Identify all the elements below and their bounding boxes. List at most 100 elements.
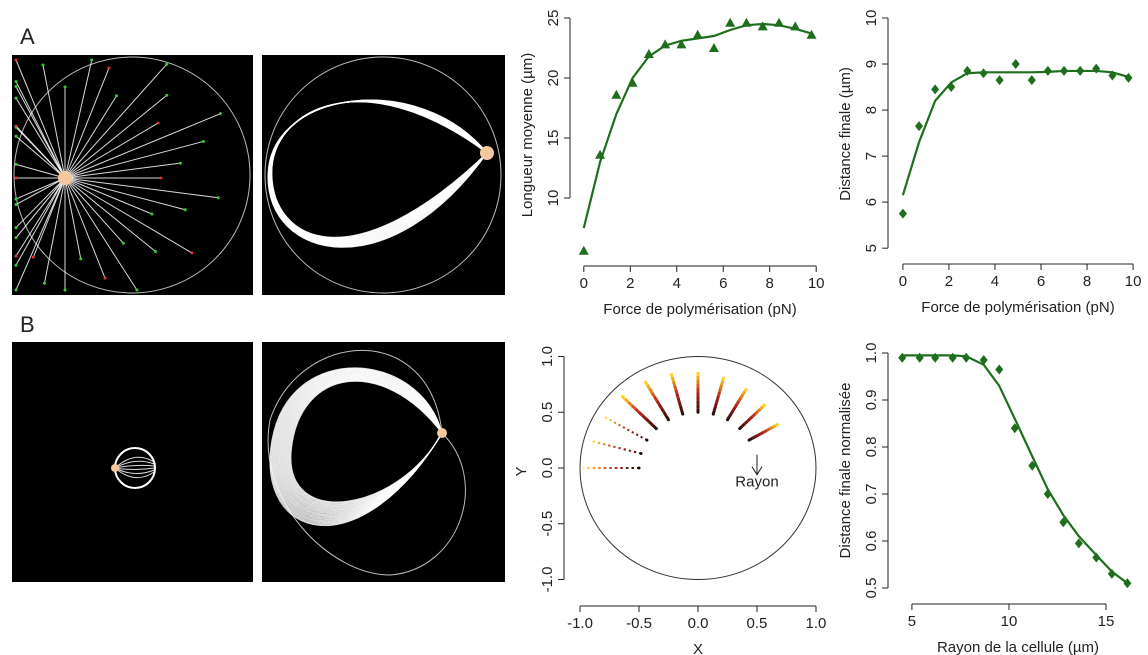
filament: [15, 177, 66, 205]
y-tick-label: 1.0: [863, 343, 880, 364]
filament: [64, 177, 124, 244]
trajectory: [620, 394, 627, 401]
trajectory: [761, 403, 767, 408]
trajectory: [655, 399, 661, 406]
trajectory: [641, 414, 647, 420]
tip: [14, 124, 18, 128]
y-tick-label: 9: [863, 60, 880, 68]
x-axis-label: Force de polymérisation (pN): [921, 299, 1114, 316]
y-tick-label: 0.7: [863, 484, 880, 505]
trajectory: [660, 407, 666, 413]
point: [578, 245, 589, 255]
image-a1: [12, 55, 253, 295]
x-tick-label: 2: [626, 275, 634, 292]
x-tick-label: 2: [945, 273, 953, 290]
trajectory: [643, 380, 649, 386]
y-tick-label: 0.5: [863, 578, 880, 599]
y-tick-label: -0.5: [539, 511, 556, 537]
point: [915, 352, 924, 363]
x-tick-label: 0.0: [688, 615, 709, 632]
tip: [150, 212, 154, 216]
trajectory: [674, 389, 679, 395]
trajectory: [676, 397, 681, 403]
trajectory: [748, 437, 753, 442]
fit-line: [582, 22, 812, 229]
trajectory: [766, 427, 771, 432]
trajectory: [610, 419, 617, 425]
x-tick-label: 1.0: [806, 615, 827, 632]
tip: [165, 93, 169, 97]
trajectory: [735, 400, 741, 405]
trajectory: [748, 415, 754, 420]
x-tick-label: 6: [719, 275, 727, 292]
point: [1107, 568, 1116, 579]
y-tick-label: 1.0: [539, 346, 556, 367]
trajectory: [713, 402, 718, 408]
filament: [64, 64, 167, 179]
filament: [15, 177, 66, 200]
trajectory: [627, 401, 634, 407]
panel-label: A: [20, 24, 35, 49]
trajectory: [763, 429, 768, 434]
trajectory: [646, 384, 652, 390]
trajectory: [754, 433, 759, 439]
y-tick-label: 8: [863, 106, 880, 114]
point: [725, 17, 736, 27]
fit-line: [902, 354, 1129, 585]
trajectory: [737, 396, 743, 402]
trajectory: [743, 387, 749, 393]
tip: [135, 288, 139, 292]
point: [1124, 72, 1133, 83]
point: [1028, 460, 1037, 471]
trajectory: [673, 385, 678, 390]
trajectory: [743, 420, 749, 425]
trajectory: [615, 446, 621, 450]
trajectory: [642, 436, 648, 441]
y-tick-label: 7: [863, 152, 880, 160]
cell-outline: [264, 56, 502, 294]
filament: [64, 177, 219, 199]
tip: [41, 63, 45, 67]
x-tick-label: -0.5: [626, 615, 652, 632]
trajectory: [677, 401, 682, 407]
trajectory: [604, 443, 611, 447]
filament: [15, 177, 66, 291]
tip: [14, 162, 18, 166]
trajectory: [630, 449, 637, 454]
y-tick-label: -1.0: [539, 567, 556, 593]
point: [1074, 538, 1083, 549]
x-tick-label: -1.0: [567, 615, 593, 632]
filament: [64, 95, 117, 179]
tip: [218, 112, 222, 116]
tip: [31, 255, 35, 259]
trajectory: [630, 404, 637, 410]
x-axis-label: X: [693, 641, 703, 655]
tip: [159, 176, 163, 180]
tip: [14, 85, 18, 89]
x-tick-label: 6: [1037, 273, 1045, 290]
filament: [15, 177, 66, 266]
filament: [114, 456, 155, 469]
filament: [64, 113, 221, 179]
filament: [64, 177, 193, 254]
trajectory: [760, 430, 765, 435]
trajectory: [741, 422, 746, 428]
tip: [154, 250, 158, 254]
filament: [64, 177, 153, 215]
tip: [79, 257, 83, 261]
centrosome: [58, 171, 72, 185]
x-axis-label: Rayon de la cellule (µm): [937, 639, 1099, 655]
point: [948, 352, 957, 363]
y-tick-label: 6: [863, 198, 880, 206]
trajectory: [728, 412, 733, 418]
filament: [43, 177, 66, 284]
trajectory: [606, 417, 612, 422]
y-tick-label: 10: [545, 190, 562, 207]
tip: [107, 66, 111, 70]
tip: [14, 176, 18, 180]
filament: [15, 177, 66, 257]
x-tick-label: 4: [991, 273, 999, 290]
trajectory: [741, 390, 747, 396]
tip: [14, 58, 18, 62]
filament: [64, 67, 110, 179]
